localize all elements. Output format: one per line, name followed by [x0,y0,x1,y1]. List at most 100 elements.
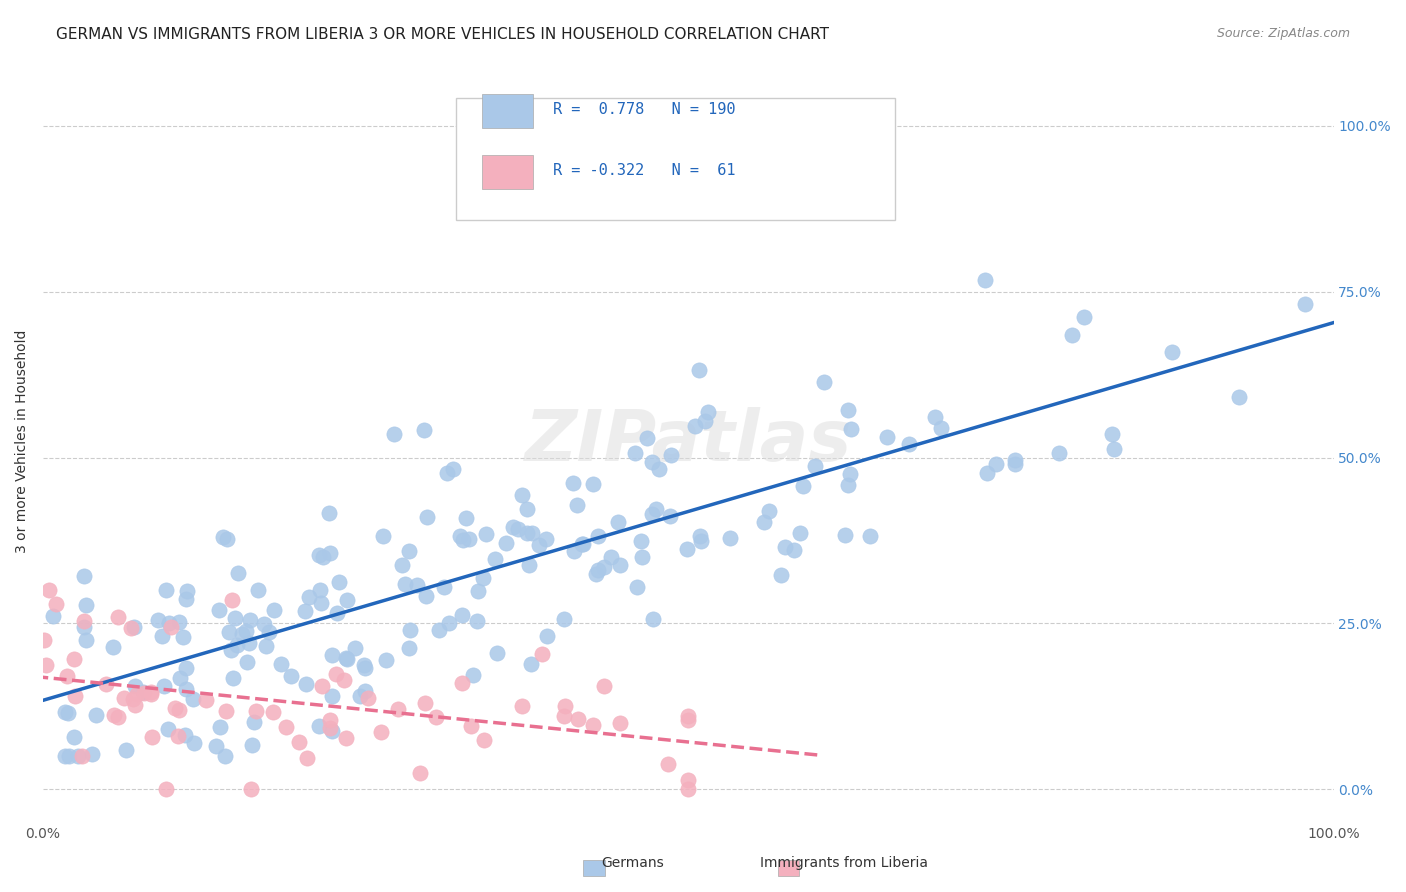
Point [606,515,628,529]
Point [375,653,398,667]
Point [280,669,302,683]
Point [169,671,191,685]
Point [581,477,603,491]
Point [1294,297,1316,311]
Point [609,716,631,731]
Point [103,707,125,722]
Point [1004,457,1026,471]
Point [195,693,218,707]
Point [70,749,93,764]
Point [335,650,357,665]
Point [240,782,263,797]
Point [371,529,394,543]
Point [1047,445,1070,459]
Point [122,691,145,706]
Point [585,567,607,582]
Point [294,604,316,618]
Point [876,430,898,444]
Point [224,611,246,625]
Point [449,529,471,543]
Text: Source: ZipAtlas.com: Source: ZipAtlas.com [1216,27,1350,40]
Point [228,566,250,581]
Point [75,598,97,612]
Point [588,563,610,577]
Point [641,612,664,626]
Point [657,756,679,771]
Point [94,676,117,690]
Point [80,747,103,761]
Point [34,633,56,648]
Point [676,782,699,797]
Point [495,536,517,550]
Text: Germans: Germans [602,855,664,870]
Point [460,719,482,733]
Point [120,621,142,635]
Point [512,698,534,713]
Point [484,552,506,566]
Point [427,623,450,637]
Point [658,509,681,524]
Point [976,466,998,480]
Point [167,615,190,629]
Point [174,682,197,697]
Point [931,420,953,434]
Point [567,712,589,726]
Point [155,782,177,797]
Point [676,708,699,723]
Point [437,615,460,630]
Point [163,701,186,715]
Point [461,667,484,681]
Point [804,459,827,474]
Point [63,690,86,704]
Point [183,735,205,749]
Point [1102,442,1125,457]
Point [676,772,699,787]
Point [1004,452,1026,467]
Point [534,532,557,546]
Point [319,713,342,727]
Point [295,750,318,764]
Point [312,549,335,564]
Point [311,679,333,693]
Point [146,613,169,627]
Point [114,690,136,705]
Point [159,620,181,634]
Point [644,501,666,516]
Point [42,609,65,624]
Point [813,375,835,389]
Text: GERMAN VS IMMIGRANTS FROM LIBERIA 3 OR MORE VEHICLES IN HOUSEHOLD CORRELATION CH: GERMAN VS IMMIGRANTS FROM LIBERIA 3 OR M… [56,27,830,42]
Point [450,676,472,690]
Point [239,613,262,627]
Point [238,636,260,650]
Point [406,577,429,591]
Point [838,467,860,482]
Point [318,722,340,736]
Point [536,629,558,643]
Point [837,478,859,492]
Point [254,639,277,653]
Point [520,657,543,672]
Point [236,656,259,670]
Point [67,749,90,764]
Point [245,704,267,718]
Point [1229,390,1251,404]
Point [631,549,654,564]
Point [169,703,191,717]
Point [758,504,780,518]
Point [75,632,97,647]
Point [839,422,862,436]
Point [231,627,253,641]
Point [769,567,792,582]
Point [328,574,350,589]
Point [636,431,658,445]
Point [897,437,920,451]
Point [834,528,856,542]
Point [472,571,495,585]
Point [510,488,533,502]
Point [84,707,107,722]
Point [318,546,340,560]
Point [382,427,405,442]
Point [73,568,96,582]
Point [472,733,495,747]
FancyBboxPatch shape [482,155,533,189]
